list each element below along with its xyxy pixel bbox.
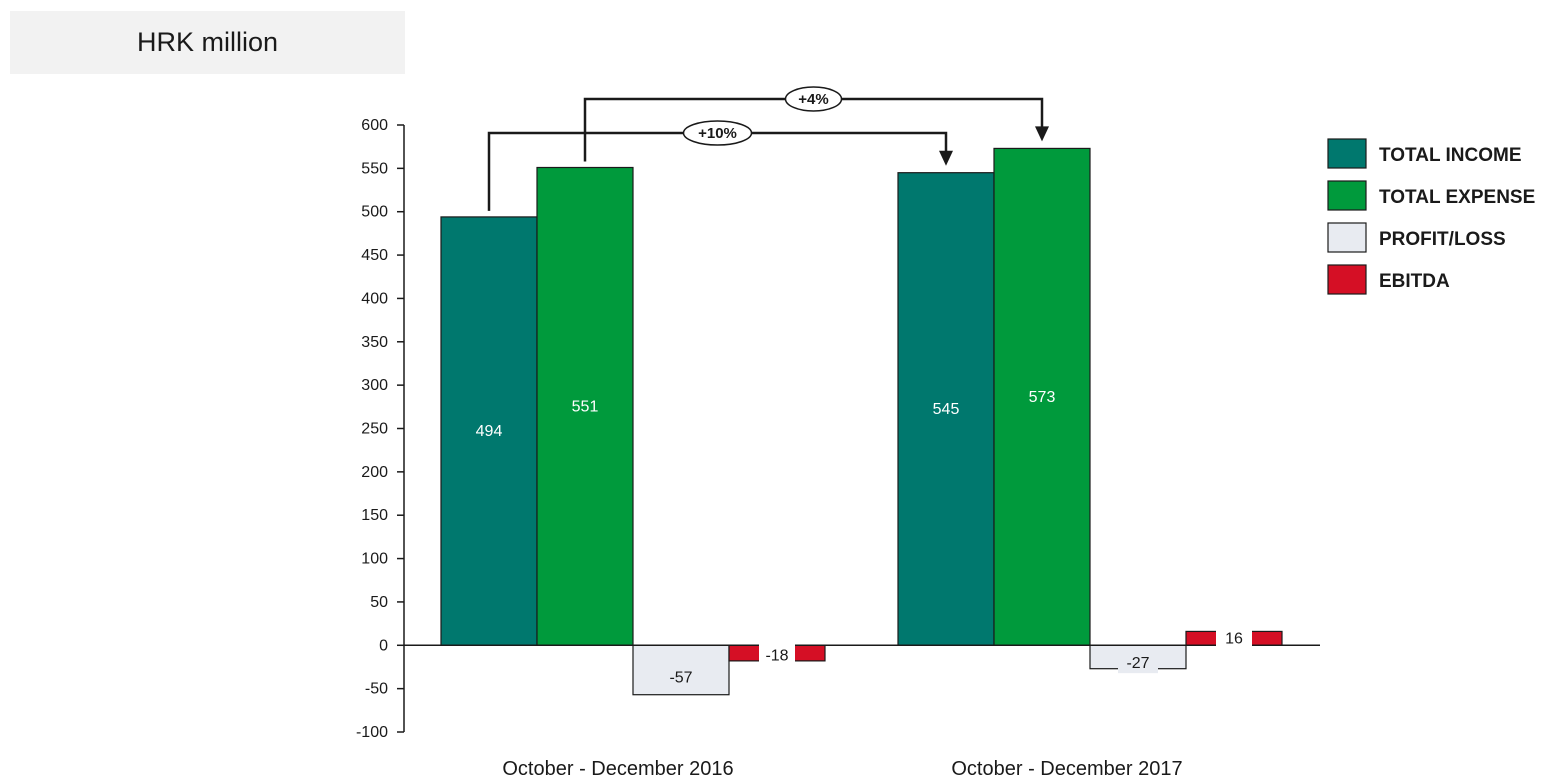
y-tick-label: 150 xyxy=(361,507,388,524)
y-tick-label: 300 xyxy=(361,377,388,394)
y-tick-label: 0 xyxy=(379,637,388,654)
bars xyxy=(440,147,1283,696)
y-tick-label: 200 xyxy=(361,464,388,481)
bar-value-label: 545 xyxy=(933,401,960,418)
bar-value-label: -27 xyxy=(1126,655,1149,672)
bar-value-label-bg xyxy=(1216,626,1252,649)
category-label: October - December 2017 xyxy=(951,758,1182,779)
y-tick-label: 550 xyxy=(361,160,388,177)
y-tick-label: 250 xyxy=(361,421,388,438)
y-tick-label: 500 xyxy=(361,204,388,221)
change-annotations: +10% +4% xyxy=(487,86,1049,211)
y-axis: -100 -50 0 50 100 150 200 250 300 350 400 450 500 550… xyxy=(356,117,1320,741)
bar-value-label: -18 xyxy=(765,647,788,664)
bar-value-label-bg xyxy=(661,665,701,688)
legend-label: TOTAL EXPENSE xyxy=(1379,187,1535,208)
change-badge xyxy=(682,120,753,146)
legend-label: EBITDA xyxy=(1379,271,1450,292)
bar-value-label-bg xyxy=(759,643,795,666)
y-tick-label: 50 xyxy=(370,594,388,611)
y-tick-label: 600 xyxy=(361,117,388,134)
bar xyxy=(536,166,634,646)
y-tick-label: 100 xyxy=(361,551,388,568)
category-labels: October - December 2016 October - Decembe… xyxy=(502,758,1182,779)
bar-value-label: -57 xyxy=(669,669,692,686)
legend-swatch xyxy=(1327,180,1367,211)
legend: TOTAL INCOME TOTAL EXPENSE PROFIT/LOSS EBIT… xyxy=(1327,138,1535,295)
y-tick-label: 350 xyxy=(361,334,388,351)
change-badge-label: +4% xyxy=(798,91,828,108)
legend-swatch xyxy=(1327,138,1367,169)
legend-swatch xyxy=(1327,264,1367,295)
bar xyxy=(993,147,1091,646)
unit-label: HRK million xyxy=(136,27,279,57)
bar-value-label: 573 xyxy=(1029,389,1056,406)
y-tick-label: -100 xyxy=(356,724,388,741)
arrow-head xyxy=(939,150,953,166)
legend-swatch xyxy=(1327,222,1367,253)
bar-value-label: 551 xyxy=(572,398,599,415)
bar-value-label: 494 xyxy=(476,423,503,440)
y-tick-label: -50 xyxy=(365,681,388,698)
change-badge xyxy=(784,86,843,112)
unit-label-box: HRK million xyxy=(10,11,405,74)
legend-label: PROFIT/LOSS xyxy=(1379,229,1506,250)
category-label: October - December 2016 xyxy=(502,758,733,779)
bar-value-label: 16 xyxy=(1225,630,1243,647)
bar-value-label-bg xyxy=(1118,651,1158,674)
y-tick-label: 450 xyxy=(361,247,388,264)
legend-label: TOTAL INCOME xyxy=(1379,145,1522,166)
change-badge-label: +10% xyxy=(698,125,737,142)
data-labels: 494 551 -57 -18 545 573 -27 16 xyxy=(476,389,1252,688)
arrow-head xyxy=(1035,126,1049,142)
y-tick-label: 400 xyxy=(361,290,388,307)
